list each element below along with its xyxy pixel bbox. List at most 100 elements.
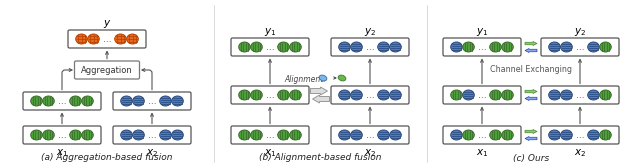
Ellipse shape <box>451 130 462 140</box>
Ellipse shape <box>172 96 183 106</box>
FancyArrow shape <box>312 95 330 103</box>
Ellipse shape <box>251 90 262 100</box>
Ellipse shape <box>76 34 87 44</box>
Ellipse shape <box>339 130 350 140</box>
FancyBboxPatch shape <box>113 126 191 144</box>
FancyArrow shape <box>525 129 537 133</box>
Ellipse shape <box>490 130 501 140</box>
Ellipse shape <box>290 42 301 52</box>
FancyBboxPatch shape <box>443 126 521 144</box>
Text: ...: ... <box>266 130 275 139</box>
Ellipse shape <box>502 90 513 100</box>
FancyBboxPatch shape <box>331 38 409 56</box>
FancyArrow shape <box>525 136 537 140</box>
Ellipse shape <box>588 130 599 140</box>
Ellipse shape <box>121 96 132 106</box>
FancyBboxPatch shape <box>541 126 619 144</box>
Ellipse shape <box>490 42 501 52</box>
Ellipse shape <box>600 130 611 140</box>
Ellipse shape <box>339 42 350 52</box>
Text: ...: ... <box>576 130 584 139</box>
FancyBboxPatch shape <box>331 86 409 104</box>
Text: ...: ... <box>266 91 275 100</box>
Ellipse shape <box>70 130 81 140</box>
Text: (c) Ours: (c) Ours <box>513 153 549 162</box>
Text: ...: ... <box>576 42 584 51</box>
Ellipse shape <box>43 96 54 106</box>
Ellipse shape <box>319 75 327 81</box>
Text: Channel Exchanging: Channel Exchanging <box>490 64 572 73</box>
Ellipse shape <box>132 130 144 140</box>
Ellipse shape <box>378 42 389 52</box>
FancyBboxPatch shape <box>231 38 309 56</box>
Ellipse shape <box>548 130 560 140</box>
Ellipse shape <box>548 90 560 100</box>
Text: $y$: $y$ <box>103 18 111 30</box>
FancyBboxPatch shape <box>443 86 521 104</box>
Ellipse shape <box>132 96 144 106</box>
Ellipse shape <box>548 42 560 52</box>
FancyBboxPatch shape <box>113 92 191 110</box>
Text: ...: ... <box>477 42 486 51</box>
Ellipse shape <box>115 34 126 44</box>
Text: ...: ... <box>365 91 374 100</box>
FancyArrow shape <box>525 42 537 45</box>
Text: ...: ... <box>477 130 486 139</box>
Ellipse shape <box>251 42 262 52</box>
FancyBboxPatch shape <box>443 38 521 56</box>
Ellipse shape <box>561 90 572 100</box>
Text: $y_1$: $y_1$ <box>476 26 488 38</box>
FancyBboxPatch shape <box>331 126 409 144</box>
Ellipse shape <box>127 34 138 44</box>
Text: $x_1$: $x_1$ <box>56 147 68 159</box>
Ellipse shape <box>290 90 301 100</box>
Ellipse shape <box>82 130 93 140</box>
FancyArrow shape <box>525 48 537 52</box>
Text: ...: ... <box>148 130 156 139</box>
Ellipse shape <box>43 130 54 140</box>
FancyArrow shape <box>525 97 537 101</box>
Text: $x_1$: $x_1$ <box>476 147 488 159</box>
Ellipse shape <box>600 42 611 52</box>
Text: Aggregation: Aggregation <box>81 65 133 74</box>
Text: ...: ... <box>365 42 374 51</box>
Ellipse shape <box>88 34 99 44</box>
Ellipse shape <box>239 130 250 140</box>
Ellipse shape <box>278 42 289 52</box>
Ellipse shape <box>490 90 501 100</box>
Ellipse shape <box>339 90 350 100</box>
FancyBboxPatch shape <box>231 126 309 144</box>
FancyArrow shape <box>525 90 537 94</box>
Ellipse shape <box>351 130 362 140</box>
Text: Alignment:: Alignment: <box>284 74 326 84</box>
FancyBboxPatch shape <box>23 126 101 144</box>
Ellipse shape <box>239 90 250 100</box>
FancyBboxPatch shape <box>541 38 619 56</box>
Ellipse shape <box>561 130 572 140</box>
Ellipse shape <box>588 90 599 100</box>
Ellipse shape <box>451 42 462 52</box>
Ellipse shape <box>338 75 346 81</box>
Ellipse shape <box>463 130 474 140</box>
FancyBboxPatch shape <box>541 86 619 104</box>
Ellipse shape <box>451 90 462 100</box>
Text: ...: ... <box>102 35 111 43</box>
Text: $x_2$: $x_2$ <box>146 147 158 159</box>
FancyBboxPatch shape <box>231 86 309 104</box>
Ellipse shape <box>70 96 81 106</box>
Text: $y_2$: $y_2$ <box>364 26 376 38</box>
Ellipse shape <box>121 130 132 140</box>
Ellipse shape <box>378 90 389 100</box>
Text: ...: ... <box>576 91 584 100</box>
Ellipse shape <box>390 90 401 100</box>
Ellipse shape <box>351 42 362 52</box>
Ellipse shape <box>351 90 362 100</box>
Ellipse shape <box>31 96 42 106</box>
FancyBboxPatch shape <box>68 30 146 48</box>
Ellipse shape <box>502 42 513 52</box>
Ellipse shape <box>588 42 599 52</box>
Ellipse shape <box>390 42 401 52</box>
Ellipse shape <box>251 130 262 140</box>
Text: ...: ... <box>365 130 374 139</box>
Ellipse shape <box>278 130 289 140</box>
